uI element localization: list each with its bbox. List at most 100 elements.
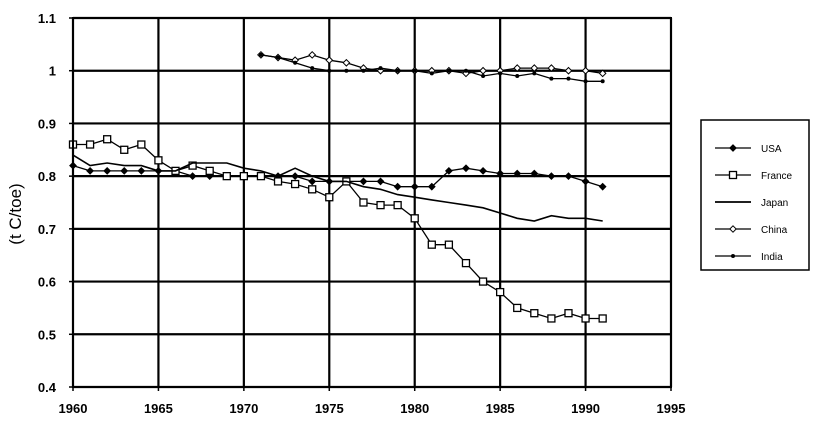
- data-point-india: [344, 68, 349, 73]
- data-point-usa: [496, 169, 505, 178]
- data-point-france: [85, 140, 95, 149]
- data-point-france: [273, 177, 283, 186]
- data-point-usa: [410, 182, 419, 191]
- data-point-france: [427, 240, 436, 249]
- data-point-usa: [564, 172, 573, 181]
- legend-item-china: China: [715, 225, 788, 236]
- data-point-france: [495, 287, 505, 297]
- legend-marker-china: [729, 225, 737, 233]
- data-point-usa: [547, 172, 556, 181]
- data-point-usa: [291, 172, 300, 181]
- data-point-france: [290, 179, 300, 189]
- data-point-france: [478, 277, 488, 286]
- data-point-france: [325, 193, 334, 202]
- data-point-france: [410, 214, 419, 223]
- data-point-china: [581, 66, 590, 75]
- y-tick-label: 0.8: [38, 169, 56, 184]
- data-point-usa: [530, 169, 539, 178]
- data-point-india: [481, 73, 486, 78]
- data-point-france: [239, 171, 249, 181]
- data-point-france: [308, 185, 317, 194]
- data-point-france: [120, 145, 129, 154]
- data-point-india: [327, 68, 332, 73]
- data-point-france: [598, 314, 607, 323]
- legend-item-japan: Japan: [715, 198, 788, 209]
- data-point-india: [293, 60, 298, 65]
- axis-layer: 0.4 0.5 0.6 0.7 0.8 0.9 1 1.1 1960 1965 1970 1975 19…: [38, 11, 686, 416]
- data-point-france: [564, 309, 573, 318]
- data-point-india: [549, 76, 554, 81]
- data-point-india: [412, 68, 417, 73]
- data-point-france: [581, 314, 590, 323]
- legend-marker-india: [731, 254, 735, 258]
- data-point-usa: [308, 177, 317, 186]
- data-point-china: [564, 66, 573, 75]
- grid-layer: [71, 16, 673, 389]
- data-point-france: [547, 314, 556, 323]
- data-point-france: [103, 135, 112, 144]
- y-tick-label: 0.9: [38, 116, 56, 131]
- data-point-france: [222, 171, 231, 181]
- data-point-india: [583, 79, 588, 84]
- data-point-usa: [103, 166, 112, 175]
- series-china: [257, 50, 607, 78]
- legend-item-usa: USA: [715, 144, 782, 155]
- y-tick-label: 0.6: [38, 275, 56, 290]
- legend-marker-usa: [729, 144, 737, 152]
- data-point-china: [513, 64, 522, 72]
- data-point-india: [378, 66, 383, 71]
- x-tick-label: 1980: [400, 401, 429, 416]
- data-point-usa: [598, 182, 607, 191]
- data-point-china: [598, 69, 607, 78]
- legend: USA France Japan China India: [700, 119, 810, 271]
- legend-marker-france: [728, 170, 738, 180]
- series-line-japan: [72, 154, 603, 222]
- data-point-usa: [359, 177, 368, 186]
- data-point-china: [325, 56, 334, 65]
- data-point-india: [395, 68, 400, 73]
- legend-label-india: India: [761, 252, 783, 263]
- data-point-india: [566, 76, 571, 81]
- data-point-china: [530, 64, 539, 72]
- data-point-france: [393, 200, 402, 210]
- data-point-china: [342, 58, 351, 67]
- data-point-france: [444, 240, 454, 249]
- data-point-usa: [479, 166, 487, 175]
- data-point-china: [308, 50, 317, 59]
- data-point-india: [532, 71, 537, 76]
- legend-item-india: India: [715, 252, 783, 263]
- data-point-usa: [444, 166, 453, 175]
- plot-border: [72, 17, 672, 388]
- x-tick-label: 1985: [486, 401, 515, 416]
- y-tick-label: 0.7: [38, 222, 56, 237]
- data-point-usa: [137, 166, 146, 175]
- legend-label-china: China: [761, 225, 788, 236]
- x-tick-label: 1975: [315, 401, 344, 416]
- x-tick-label: 1970: [229, 401, 258, 416]
- data-point-france: [256, 171, 266, 181]
- data-point-france: [188, 161, 197, 170]
- data-point-france: [513, 303, 522, 313]
- data-point-usa: [86, 166, 94, 175]
- data-point-france: [359, 198, 368, 207]
- x-tick-label: 1965: [144, 401, 173, 416]
- data-point-france: [376, 200, 385, 210]
- data-point-india: [498, 71, 503, 76]
- data-point-usa: [393, 182, 402, 191]
- data-point-usa: [581, 177, 590, 186]
- legend-item-france: France: [715, 170, 793, 182]
- data-point-usa: [188, 172, 197, 181]
- legend-label-france: France: [761, 171, 793, 182]
- y-tick-label: 0.4: [38, 380, 57, 395]
- data-point-india: [515, 73, 520, 78]
- data-point-china: [547, 64, 556, 72]
- data-point-france: [154, 156, 163, 165]
- x-tick-label: 1990: [571, 401, 600, 416]
- data-point-india: [429, 71, 434, 76]
- y-axis-title: (t C/toe): [6, 183, 25, 244]
- y-tick-label: 1: [49, 64, 56, 79]
- data-point-usa: [376, 177, 385, 186]
- legend-label-usa: USA: [761, 144, 782, 155]
